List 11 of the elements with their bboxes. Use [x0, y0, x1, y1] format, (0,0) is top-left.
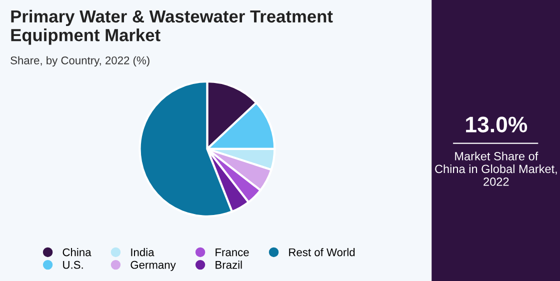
legend-label: India — [131, 248, 154, 256]
legend-label: Rest of World — [289, 248, 355, 256]
legend-label: Germany — [130, 260, 176, 271]
legend-label: France — [216, 248, 249, 256]
text: 13.0% — [466, 116, 528, 132]
legend-label: Brazil — [216, 260, 242, 269]
chart-title: Primary Water & Wastewater Treatment Equipment Market — [11, 10, 333, 45]
text: Market Share of China in Global Market, 2022 — [435, 152, 557, 186]
chart-subtitle: Share, by Country, 2022 (%) — [10, 56, 150, 67]
legend-label: China — [62, 248, 92, 256]
legend-label: U.S. — [63, 260, 83, 269]
